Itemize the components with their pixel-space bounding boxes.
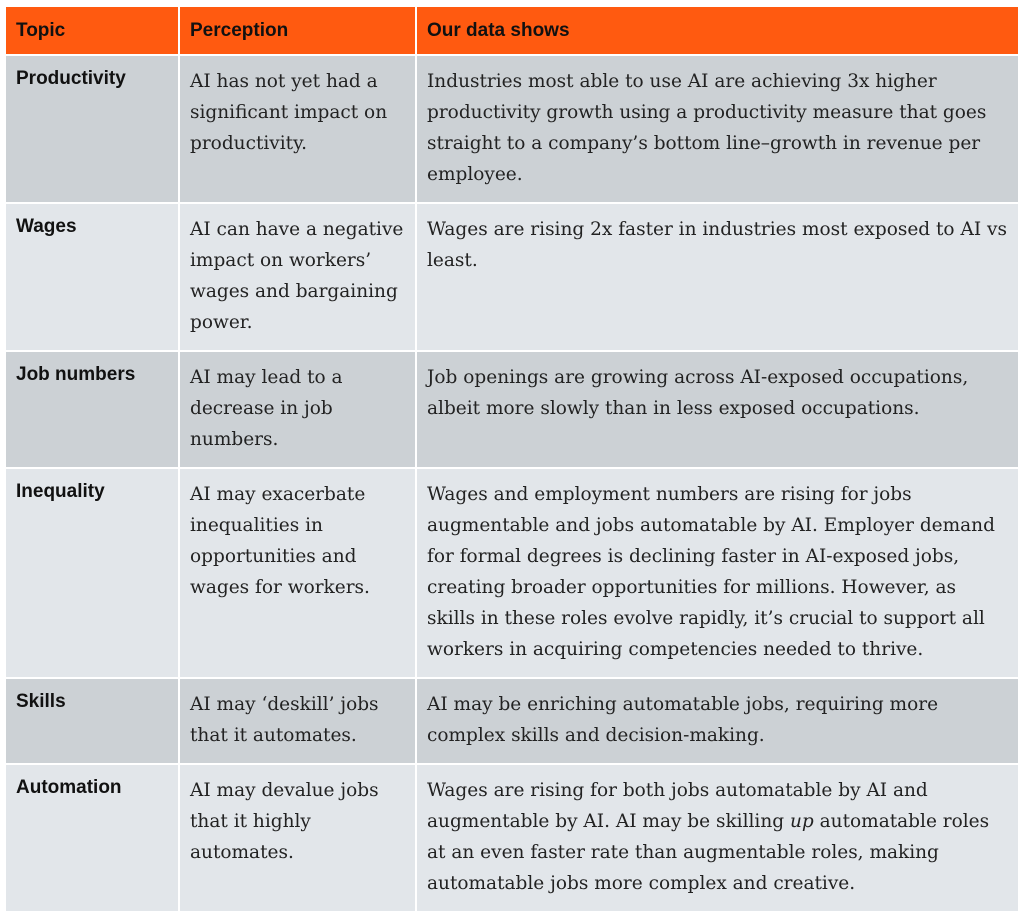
header-row: Topic Perception Our data shows [6,7,1018,55]
topic-cell: Automation [6,763,180,911]
header-topic: Topic [6,7,180,55]
table-row: Productivity AI has not yet had a signif… [6,54,1018,203]
table-row: Wages AI can have a negative impact on w… [6,202,1018,351]
header-data-shows: Our data shows [416,7,1018,55]
data-cell: Wages and employment numbers are rising … [416,467,1018,678]
topic-cell: Productivity [6,54,180,203]
data-cell: Wages are rising for both jobs automatab… [416,763,1018,911]
topic-cell: Skills [6,677,180,764]
perception-cell: AI may devalue jobs that it highly autom… [179,763,417,911]
data-text-after: automatable roles at an even faster rate… [427,811,990,894]
table-row: Automation AI may devalue jobs that it h… [6,763,1018,911]
data-text-emphasis: up [789,811,814,832]
topic-cell: Inequality [6,467,180,678]
perception-cell: AI may lead to a decrease in job numbers… [179,350,417,468]
comparison-table-container: Topic Perception Our data shows Producti… [6,7,1018,911]
perception-cell: AI may ‘deskill’ jobs that it automates. [179,677,417,764]
topic-cell: Job numbers [6,350,180,468]
data-text-before: Wages are rising for both jobs automatab… [427,780,928,832]
perception-cell: AI can have a negative impact on workers… [179,202,417,351]
topic-cell: Wages [6,202,180,351]
perception-vs-data-table: Topic Perception Our data shows Producti… [6,7,1018,911]
table-row: Job numbers AI may lead to a decrease in… [6,350,1018,468]
table-row: Inequality AI may exacerbate inequalitie… [6,467,1018,678]
header-perception: Perception [179,7,417,55]
data-cell: Job openings are growing across AI-expos… [416,350,1018,468]
perception-cell: AI may exacerbate inequalities in opport… [179,467,417,678]
data-cell: AI may be enriching automatable jobs, re… [416,677,1018,764]
data-cell: Wages are rising 2x faster in industries… [416,202,1018,351]
data-cell: Industries most able to use AI are achie… [416,54,1018,203]
table-row: Skills AI may ‘deskill’ jobs that it aut… [6,677,1018,764]
perception-cell: AI has not yet had a significant impact … [179,54,417,203]
